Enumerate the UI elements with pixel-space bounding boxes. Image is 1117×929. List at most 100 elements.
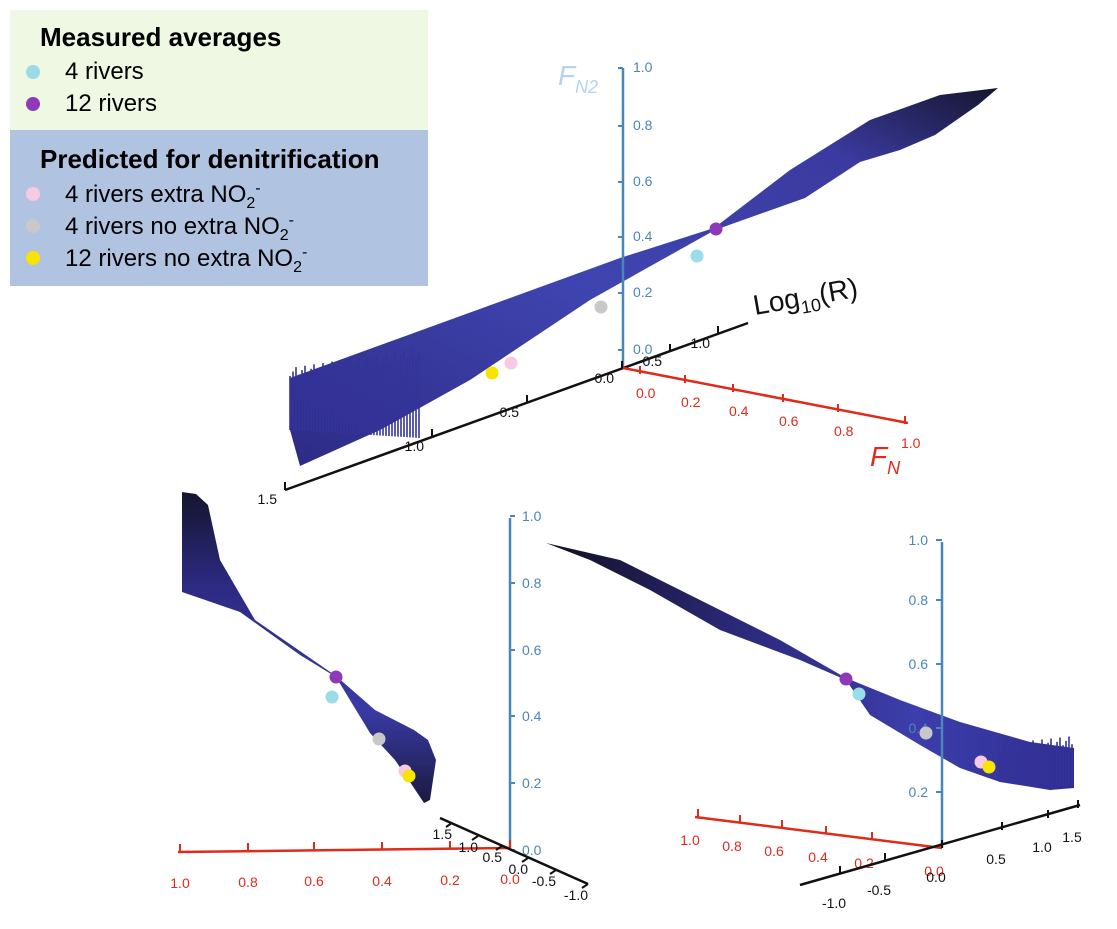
left-fn2-tick-label-3: 0.6 — [522, 642, 542, 658]
legend-predicted: Predicted for denitrification 4 rivers e… — [10, 130, 428, 286]
left-logr-tick-2 — [495, 845, 503, 851]
left-logr-tick-label-4: -0.5 — [532, 873, 556, 889]
main-logr-tick-label-3: 0.5 — [500, 404, 520, 420]
right-logr-tick-label-2: 0.0 — [926, 869, 946, 885]
main-fn-tick-label-1: 0.2 — [681, 394, 701, 410]
legend-entry-4-rivers: 4 rivers — [65, 58, 144, 85]
legend-measured-title: Measured averages — [40, 22, 282, 52]
main-fn2-tick-label-2: 0.4 — [633, 228, 653, 244]
main-logr-tick-label-5: 1.5 — [258, 491, 278, 507]
left-logr-axis — [439, 816, 589, 886]
left-fn2-tick-label-1: 0.2 — [522, 775, 542, 791]
main-logr-tick-label-0: -1.0 — [686, 335, 710, 351]
left-fn-tick-label-5: 0.0 — [500, 871, 520, 887]
left-fn2-tick-label-4: 0.8 — [522, 575, 542, 591]
legend-dot-4-rivers — [26, 65, 40, 79]
left-logr-tick-label-5: -1.0 — [564, 887, 588, 903]
right-logr-tick-label-4: 1.0 — [1032, 839, 1052, 855]
main-fn-axis — [622, 366, 909, 425]
left-logr-ticks: 1.51.00.50.0-0.5-1.0 — [433, 822, 589, 903]
left-fn2-tick-label-0: 0.0 — [522, 842, 542, 858]
left-fn-axis — [177, 846, 511, 854]
right-logr-ticks: -1.0 -0.5 0.0 0.5 1.0 1.5 — [822, 800, 1082, 911]
left-fn-tick-label-4: 0.2 — [440, 872, 460, 888]
main-fn-tick-label-3: 0.6 — [779, 413, 799, 429]
main-surface-fringe — [289, 349, 420, 438]
main-fn-tick-label-0: 0.0 — [636, 385, 656, 401]
left-logr-tick-4 — [549, 869, 557, 875]
main-fn2-ticks: 0.0 0.2 0.4 0.6 0.8 1.0 — [618, 59, 653, 357]
right-logr-axis — [799, 803, 1081, 887]
right-point-12-rivers-no-extra — [982, 760, 996, 774]
main-fn-tick-label-4: 0.8 — [834, 423, 854, 439]
left-logr-tick-label-1: 1.0 — [459, 839, 479, 855]
right-point-4-rivers — [852, 687, 866, 701]
main-point-12-rivers-no-extra — [485, 366, 499, 380]
bottom-left-view: 0.0 0.2 0.4 0.6 0.8 1.0 1.0 0.8 0.6 0.4 0.2 0.0 1.… — [170, 492, 589, 903]
main-fn2-tick-label-0: 0.0 — [633, 341, 653, 357]
left-logr-tick-3 — [521, 857, 529, 863]
right-fn-ticks: 1.0 0.8 0.6 0.4 0.2 0.0 — [680, 809, 944, 879]
main-point-4-rivers-no-extra — [594, 300, 608, 314]
right-fn-tick-label-1: 0.8 — [722, 838, 742, 854]
legend-entry-12-rivers: 12 rivers — [65, 90, 158, 117]
legend-dot-4-rivers-no-extra — [26, 219, 40, 233]
main-fn2-tick-label-1: 0.2 — [633, 284, 653, 300]
left-logr-tick-label-0: 1.5 — [433, 826, 453, 842]
right-fn2-tick-label-0: 0.2 — [909, 784, 929, 800]
main-logr-tick-label-1: -0.5 — [638, 353, 662, 369]
main-logr-ticks: -1.0-0.50.00.51.01.5 — [258, 326, 719, 507]
legend-dot-12-rivers-no-extra — [26, 251, 40, 265]
main-fn2-tick-label-4: 0.8 — [633, 117, 653, 133]
right-fn-tick-label-0: 1.0 — [680, 832, 700, 848]
legend-dot-4-rivers-extra — [26, 187, 40, 201]
right-fn2-tick-label-4: 1.0 — [909, 532, 929, 548]
right-logr-tick-label-3: 0.5 — [986, 851, 1006, 867]
left-fn-ticks: 1.0 0.8 0.6 0.4 0.2 0.0 — [170, 840, 520, 891]
right-logr-tick-label-1: -0.5 — [867, 882, 891, 898]
left-fn-tick-label-0: 1.0 — [170, 875, 190, 891]
main-fn-ticks: 0.0 0.2 0.4 0.6 0.8 1.0 — [636, 366, 921, 451]
right-point-4-rivers-no-extra — [919, 726, 933, 740]
left-fn2-tick-label-5: 1.0 — [522, 508, 542, 524]
left-fn-tick-label-3: 0.4 — [372, 873, 392, 889]
right-surface-fringe — [999, 736, 1073, 786]
main-logr-tick-label-2: 0.0 — [595, 370, 615, 386]
right-fn-tick-label-3: 0.4 — [808, 849, 828, 865]
left-point-12-rivers-no-extra — [402, 769, 416, 783]
bottom-right-view: 0.20.40.60.81.0 1.0 0.8 0.6 0.4 0.2 0.0 -1.0-… — [546, 532, 1082, 911]
right-logr-tick-label-5: 1.5 — [1062, 829, 1082, 845]
left-fn2-tick-label-2: 0.4 — [522, 708, 542, 724]
right-logr-tick-label-0: -1.0 — [822, 895, 846, 911]
legend-measured: Measured averages 4 rivers 12 rivers — [10, 10, 428, 130]
legend-entry-4-rivers-extra: 4 rivers extra NO2- — [65, 180, 261, 212]
main-fn2-tick-label-5: 1.0 — [633, 59, 653, 75]
right-fn2-ticks: 0.20.40.60.81.0 — [909, 532, 942, 800]
main-fn2-tick-label-3: 0.6 — [633, 173, 653, 189]
right-fn2-tick-label-2: 0.6 — [909, 656, 929, 672]
legend-dot-12-rivers — [26, 97, 40, 111]
right-fn2-tick-label-3: 0.8 — [909, 592, 929, 608]
main-point-4-rivers — [690, 249, 704, 263]
left-logr-tick-label-2: 0.5 — [483, 849, 503, 865]
main-surface — [290, 88, 998, 466]
right-surface — [546, 543, 1074, 790]
left-point-12-rivers — [329, 670, 343, 684]
left-fn2-ticks: 0.0 0.2 0.4 0.6 0.8 1.0 — [510, 508, 542, 858]
left-point-4-rivers-no-extra — [372, 732, 386, 746]
main-fn-title: FN — [870, 441, 901, 478]
left-logr-tick-5 — [581, 883, 589, 889]
legend-entry-4-rivers-no-extra: 4 rivers no extra NO2- — [65, 212, 294, 244]
left-point-4-rivers — [325, 690, 339, 704]
main-logr-tick-label-4: 1.0 — [405, 438, 425, 454]
main-fn-tick-label-2: 0.4 — [729, 403, 749, 419]
left-logr-tick-label-3: 0.0 — [509, 861, 529, 877]
legend-predicted-title: Predicted for denitrification — [40, 144, 380, 174]
main-logr-title: Log10(R) — [751, 272, 861, 326]
right-fn-tick-label-5: 0.0 — [924, 863, 944, 879]
left-surface — [182, 492, 436, 803]
left-logr-tick-1 — [471, 835, 479, 841]
left-fn-tick-label-1: 0.8 — [238, 874, 258, 890]
main-fn-tick-label-5: 1.0 — [901, 435, 921, 451]
